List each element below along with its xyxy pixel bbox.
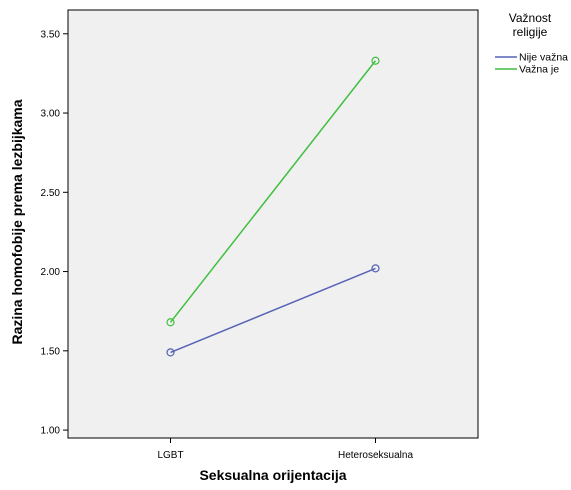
legend-label: Nije važna (519, 52, 568, 64)
y-axis-title: Razina homofobije prema lezbijkama (9, 99, 25, 344)
legend-title-line1: Važnost (509, 11, 552, 25)
plot-area (67, 9, 479, 439)
legend-title-line2: religije (513, 25, 548, 39)
legend-label: Važna je (519, 64, 559, 76)
y-tick-label: 2.50 (41, 188, 61, 199)
data-point (371, 264, 380, 273)
series-layer (166, 56, 380, 357)
x-axis-title: Seksualna orijentacija (199, 467, 346, 483)
y-tick-label: 1.00 (41, 426, 61, 437)
series-line (170, 267, 376, 354)
y-axis: 1.00 1.50 2.00 2.50 3.00 3.50 (41, 29, 68, 437)
data-point (371, 56, 380, 65)
y-tick-label: 1.50 (41, 346, 61, 357)
y-tick-label: 3.00 (41, 109, 61, 120)
data-point (166, 348, 175, 357)
y-tick-label: 2.00 (41, 267, 61, 278)
x-tick-label: Heteroseksualna (338, 450, 413, 461)
y-tick-label: 3.50 (41, 29, 61, 40)
series-line (169, 60, 377, 323)
x-tick-label: LGBT (157, 450, 183, 461)
data-point (166, 318, 175, 327)
x-axis: LGBT Heteroseksualna (157, 438, 413, 461)
